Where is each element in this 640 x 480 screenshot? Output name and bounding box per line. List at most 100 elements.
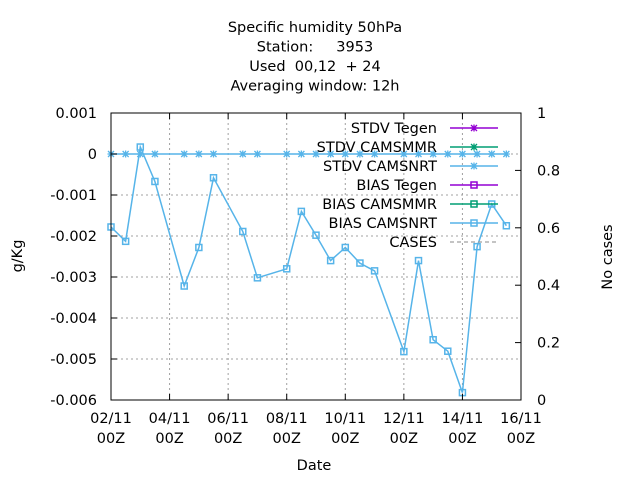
legend-marker — [470, 143, 478, 151]
data-point — [326, 256, 335, 265]
data-point — [400, 150, 408, 158]
legend-label: BIAS CAMSMMR — [322, 197, 437, 213]
title-line: Averaging window: 12h — [230, 79, 399, 95]
x-axis-label: Date — [297, 458, 332, 474]
data-point — [122, 150, 130, 158]
x-tick-label: 10/11 — [324, 411, 366, 427]
series-area — [107, 143, 511, 397]
chart-title: Specific humidity 50hPa Station: 3953 Used… — [228, 20, 402, 95]
data-point — [356, 150, 364, 158]
y-tick-label: -0.001 — [50, 188, 97, 204]
data-point — [473, 150, 481, 158]
data-point — [473, 242, 481, 251]
y-tick-label: -0.006 — [50, 393, 97, 409]
data-point — [209, 174, 218, 182]
data-point — [312, 231, 320, 239]
data-point — [195, 150, 203, 158]
title-line: Used 00,12 + 24 — [249, 59, 380, 75]
data-point — [282, 265, 291, 273]
data-point — [341, 243, 350, 252]
x-tick-label-time: 00Z — [448, 431, 476, 447]
y2-tick-label: 0.6 — [537, 221, 560, 237]
legend-marker — [470, 124, 478, 132]
y2-axis-label: No cases — [600, 224, 616, 289]
y-tick-label: -0.002 — [50, 229, 97, 245]
plot-frame — [110, 112, 522, 401]
data-point — [341, 150, 349, 158]
data-point — [121, 237, 130, 246]
series-line — [110, 144, 508, 393]
data-point — [297, 207, 306, 216]
x-tick-label-time: 00Z — [97, 431, 125, 447]
data-point — [136, 143, 145, 151]
y2-tick-label: 0.2 — [537, 336, 560, 352]
data-point — [239, 150, 247, 158]
data-point — [444, 347, 452, 355]
y2-tick-label: 0.8 — [537, 163, 560, 179]
data-point — [180, 150, 188, 158]
y-tick-label: 0.001 — [55, 106, 97, 122]
data-point — [195, 243, 203, 252]
title-line: Station: 3953 — [257, 40, 373, 56]
y-axis-label: g/Kg — [10, 240, 26, 273]
data-point — [136, 150, 144, 158]
x-tick-label: 14/11 — [442, 411, 484, 427]
legend-label: BIAS CAMSNRT — [329, 216, 438, 232]
data-point — [429, 335, 437, 344]
data-point — [151, 177, 159, 186]
y2-tick-label: 0.4 — [537, 278, 560, 294]
y-tick-label: -0.005 — [50, 352, 97, 368]
data-point — [253, 274, 262, 282]
legend-marker — [470, 200, 478, 208]
data-point — [458, 150, 466, 158]
data-point — [327, 150, 335, 158]
legend: STDV Tegen STDV CAMSMMR STDV CAMSNRT BIAS T… — [317, 121, 498, 251]
x-tick-label-time: 00Z — [331, 431, 359, 447]
data-point — [415, 150, 422, 158]
x-tick-label: 08/11 — [266, 411, 308, 427]
x-tick-label: 02/11 — [90, 411, 132, 427]
data-point — [400, 347, 408, 356]
y2-axis: 1 0.8 0.6 0.4 0.2 0 — [515, 106, 560, 409]
data-point — [429, 150, 437, 158]
x-tick-label: 04/11 — [149, 411, 191, 427]
x-tick-label-time: 00Z — [390, 431, 418, 447]
x-tick-label: 16/11 — [500, 411, 542, 427]
legend-marker — [470, 219, 478, 227]
data-point — [239, 227, 247, 236]
data-point — [210, 150, 217, 158]
legend-label: CASES — [389, 235, 437, 251]
data-point — [414, 256, 423, 265]
legend-label: STDV CAMSNRT — [323, 159, 437, 175]
data-point — [253, 150, 261, 158]
legend-marker — [470, 162, 478, 170]
y-tick-label: 0 — [88, 147, 97, 163]
data-point — [488, 150, 496, 158]
legend-label: STDV CAMSMMR — [317, 140, 437, 156]
y2-tick-label: 0 — [537, 393, 546, 409]
x-tick-label: 06/11 — [207, 411, 249, 427]
data-point — [312, 150, 320, 158]
x-tick-label-time: 00Z — [507, 431, 535, 447]
data-point — [371, 150, 379, 158]
x-tick-label-time: 00Z — [155, 431, 183, 447]
data-point — [297, 150, 305, 158]
data-point — [502, 150, 510, 158]
data-point — [502, 222, 511, 230]
x-tick-label-time: 00Z — [273, 431, 301, 447]
data-point — [151, 150, 159, 158]
legend-marker — [470, 181, 478, 189]
data-point — [356, 259, 364, 267]
data-point — [370, 267, 379, 275]
title-line: Specific humidity 50hPa — [228, 20, 402, 36]
x-tick-label: 12/11 — [383, 411, 425, 427]
y-axis: 0.001 0 -0.001 -0.002 -0.003 -0.004 -0.005 -0.0… — [50, 106, 117, 409]
y-tick-label: -0.003 — [50, 270, 97, 286]
legend-label: STDV Tegen — [351, 121, 437, 137]
x-axis: 02/11 00Z 04/11 00Z 06/11 00Z 08/11 00Z 10/11 00Z… — [90, 113, 542, 447]
legend-label: BIAS Tegen — [356, 178, 437, 194]
data-point — [283, 150, 291, 158]
data-point — [180, 282, 188, 290]
y2-tick-label: 1 — [537, 106, 546, 122]
x-tick-label-time: 00Z — [214, 431, 242, 447]
